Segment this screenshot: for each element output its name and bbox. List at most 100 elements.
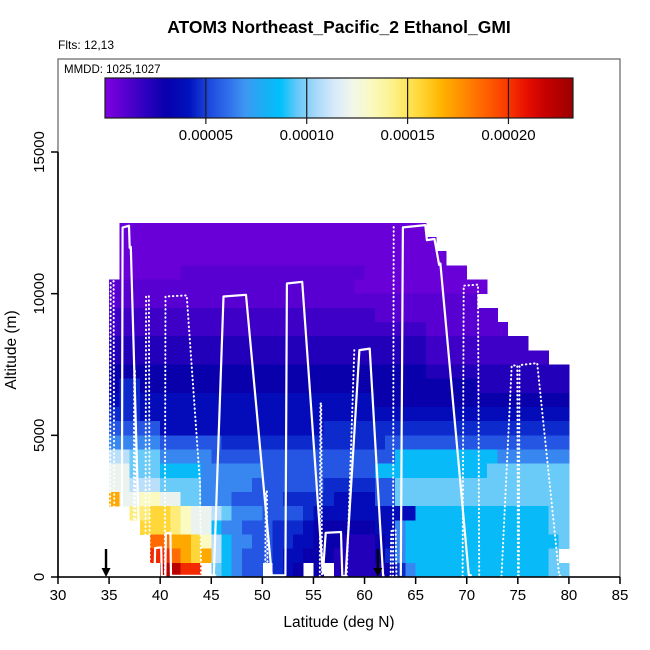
heatmap-cell (262, 378, 273, 394)
heatmap-cell (497, 407, 508, 422)
heatmap-cell (160, 265, 171, 280)
heatmap-cell (507, 520, 519, 535)
heatmap-cell (487, 421, 498, 436)
heatmap-cell (211, 237, 222, 252)
heatmap-cell (180, 364, 192, 380)
heatmap-cell (262, 279, 273, 295)
heatmap-cell (180, 322, 192, 337)
heatmap-cell (252, 293, 263, 309)
heatmap-cell (476, 392, 488, 408)
heatmap-cell (507, 336, 519, 351)
heatmap-cell (109, 322, 120, 337)
heatmap-cell (160, 336, 171, 351)
heatmap-cell (364, 407, 376, 422)
heatmap-cell (466, 336, 478, 351)
heatmap-cell (149, 449, 161, 465)
heatmap-cell (303, 222, 314, 238)
heatmap-cell (272, 293, 284, 309)
heatmap-cell (160, 463, 171, 479)
heatmap-cell (395, 392, 406, 408)
heatmap-cell (333, 463, 345, 479)
heatmap-cell (201, 350, 212, 365)
heatmap-cell (262, 364, 273, 380)
heatmap-cell (364, 534, 376, 550)
heatmap-cell (149, 279, 161, 295)
heatmap-cell (415, 492, 427, 507)
heatmap-cell (272, 279, 284, 295)
heatmap-cell (180, 562, 192, 578)
heatmap-cell (313, 435, 325, 450)
heatmap-cell (139, 378, 151, 394)
heatmap-cell (313, 449, 325, 465)
heatmap-cell (548, 548, 560, 564)
heatmap-cell (119, 251, 130, 266)
heatmap-cell (436, 336, 447, 351)
heatmap-cell (528, 421, 539, 436)
heatmap-cell (425, 364, 437, 380)
heatmap-cell (252, 251, 263, 266)
heatmap-cell (323, 350, 335, 365)
heatmap-cell (262, 548, 273, 564)
heatmap-cell (313, 293, 325, 309)
heatmap-cell (170, 520, 182, 535)
heatmap-cell (466, 534, 478, 550)
heatmap-cell (405, 222, 417, 238)
heatmap-cell (190, 392, 202, 408)
heatmap-cell (384, 279, 396, 295)
heatmap-cell (497, 562, 508, 578)
chart-title: ATOM3 Northeast_Pacific_2 Ethanol_GMI (167, 17, 511, 37)
heatmap-cell (293, 222, 304, 238)
heatmap-cell (262, 435, 273, 450)
heatmap-cell (538, 548, 549, 564)
heatmap-cell (436, 506, 447, 521)
heatmap-cell (395, 237, 406, 252)
heatmap-cell (333, 293, 345, 309)
heatmap-cell (109, 279, 120, 295)
heatmap-cell (190, 322, 202, 337)
heatmap-cell (252, 378, 263, 394)
heatmap-cell (364, 307, 376, 323)
heatmap-cell (384, 463, 396, 479)
heatmap-cell (466, 449, 478, 465)
heatmap-cell (466, 463, 478, 479)
heatmap-cell (548, 421, 560, 436)
heatmap-cell (446, 350, 457, 365)
heatmap-cell (149, 364, 161, 380)
heatmap-cell (282, 548, 294, 564)
heatmap-cell (384, 336, 396, 351)
heatmap-cell (487, 307, 498, 323)
heatmap-cell (231, 562, 243, 578)
heatmap-cell (436, 421, 447, 436)
heatmap-cell (364, 562, 376, 578)
heatmap-cell (517, 520, 529, 535)
heatmap-cell (384, 293, 396, 309)
heatmap-cell (180, 463, 192, 479)
heatmap-cell (415, 251, 427, 266)
heatmap-cell (211, 435, 222, 450)
heatmap-cell (374, 322, 386, 337)
heatmap-cell (303, 548, 314, 564)
heatmap-cell (201, 265, 212, 280)
x-tick-label: 35 (101, 587, 118, 604)
heatmap-cell (415, 520, 427, 535)
flight-track-dotted (500, 362, 562, 577)
heatmap-cell (170, 307, 182, 323)
heatmap-cell (405, 548, 417, 564)
heatmap-cell (415, 293, 427, 309)
heatmap-cell (364, 548, 376, 564)
heatmap-cell (119, 222, 130, 238)
heatmap-cell (456, 336, 468, 351)
heatmap-cell (436, 251, 447, 266)
heatmap-cell (211, 251, 222, 266)
heatmap-cell (190, 562, 202, 578)
heatmap-cell (211, 336, 222, 351)
flight-track-dotted (144, 294, 151, 577)
heatmap-cell (313, 364, 325, 380)
heatmap-cell (272, 449, 284, 465)
heatmap-cell (211, 378, 222, 394)
heatmap-cell (323, 265, 335, 280)
heatmap-cell (497, 364, 508, 380)
heatmap-cell (333, 251, 345, 266)
heatmap-cell (436, 548, 447, 564)
heatmap-cell (119, 265, 130, 280)
